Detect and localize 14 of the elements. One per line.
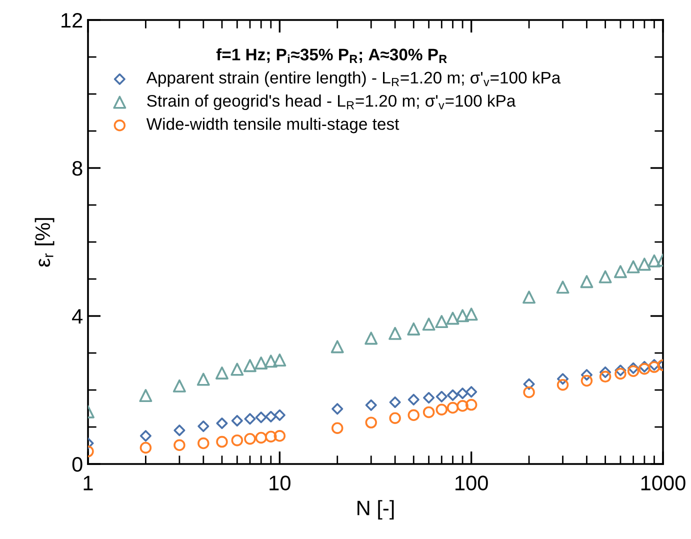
x-tick-label: 100 <box>456 476 488 490</box>
legend-label: Strain of geogrid's head - L$_{R}$=1.20 m; σ'$_{v}$=100 kPa <box>147 94 516 110</box>
y-tick-label: 4 <box>72 309 83 324</box>
y-tick-label: 0 <box>72 457 82 472</box>
y-tick-label: 12 <box>62 13 82 28</box>
y-tick-label: 8 <box>72 161 82 176</box>
y-axis-title: ε$_{r}$ [%] <box>34 218 54 267</box>
legend-label: Apparent strain (entire length) - L$_{R}$=1.20 m; σ'$_{v}$=100 kPa <box>146 71 561 87</box>
x-tick-label: 1000 <box>641 476 686 490</box>
x-tick-label: 10 <box>270 476 290 490</box>
x-tick-label: 1 <box>84 476 93 490</box>
x-axis-title: N [-] <box>358 500 394 520</box>
legend-title: f=1 Hz; P$_{i}$≈35% P$_{R}$; A≈30% P$_{R}$ <box>216 48 447 63</box>
legend-label: Wide-width tensile multi-stage test <box>146 118 400 134</box>
